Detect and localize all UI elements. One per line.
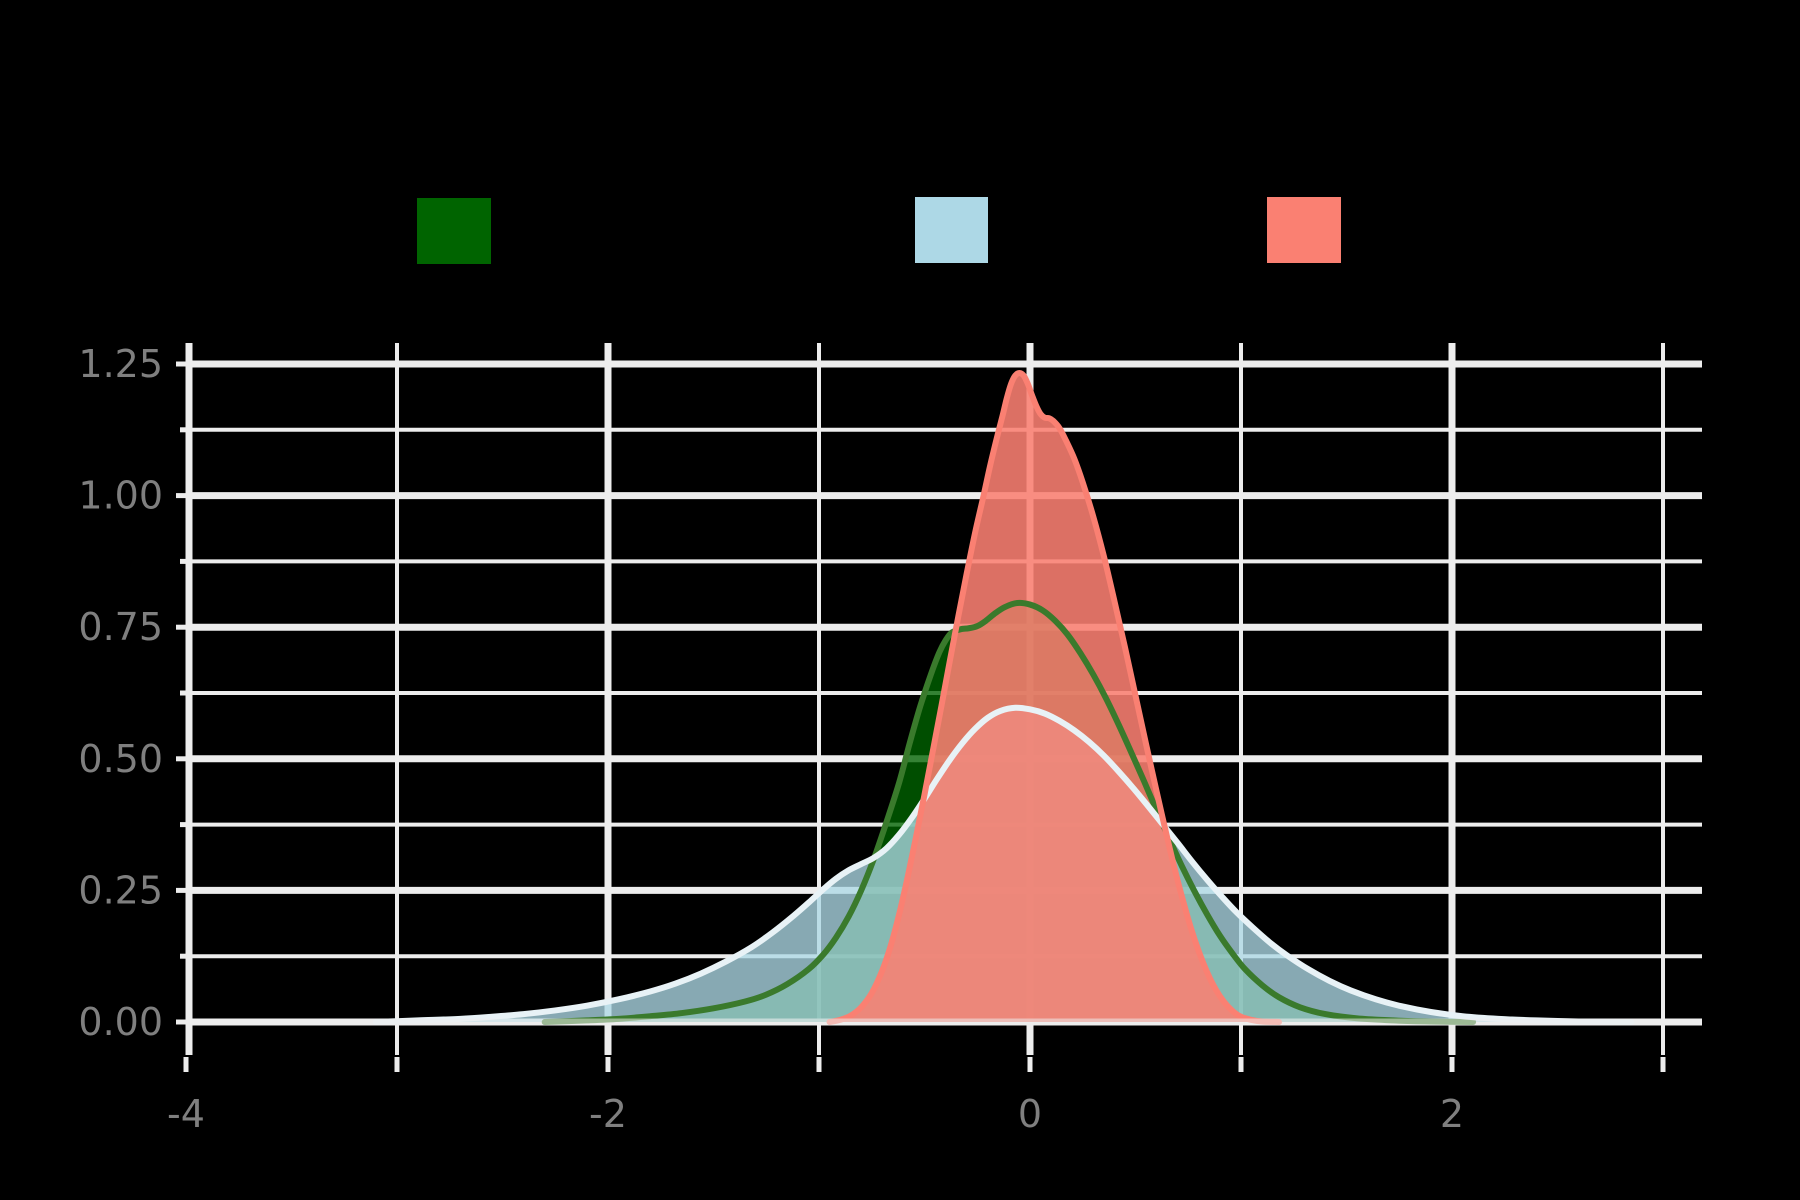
- legend-item-3[interactable]: [1267, 197, 1341, 263]
- y-axis-tick-label-0: 0.00: [78, 1000, 163, 1044]
- y-axis-tick-label-5: 1.25: [78, 342, 163, 386]
- legend-item-2[interactable]: [915, 197, 988, 263]
- series-lightblue-outline: [372, 704, 1635, 1025]
- series-salmon-area: [829, 372, 1279, 1022]
- x-axis-tick-label-0: -4: [167, 1092, 205, 1136]
- legend-swatch-lightblue[interactable]: [915, 197, 988, 263]
- chart-legend: [0, 180, 1800, 280]
- y-axis-tick-label-1: 0.25: [78, 868, 163, 912]
- x-axis-tick-label-2: 0: [1018, 1092, 1042, 1136]
- legend-swatch-green[interactable]: [417, 198, 491, 264]
- series-salmon-outline: [826, 369, 1282, 1025]
- legend-swatch-salmon[interactable]: [1267, 197, 1341, 263]
- y-axis-tick-label-4: 1.00: [78, 474, 163, 518]
- x-axis-tick-label-3: 2: [1440, 1092, 1464, 1136]
- series-green-outline: [541, 599, 1477, 1025]
- x-axis-tick-label-1: -2: [589, 1092, 627, 1136]
- y-axis-tick-label-2: 0.50: [78, 737, 163, 781]
- legend-item-1[interactable]: [417, 198, 491, 264]
- y-axis-tick-label-3: 0.75: [78, 605, 163, 649]
